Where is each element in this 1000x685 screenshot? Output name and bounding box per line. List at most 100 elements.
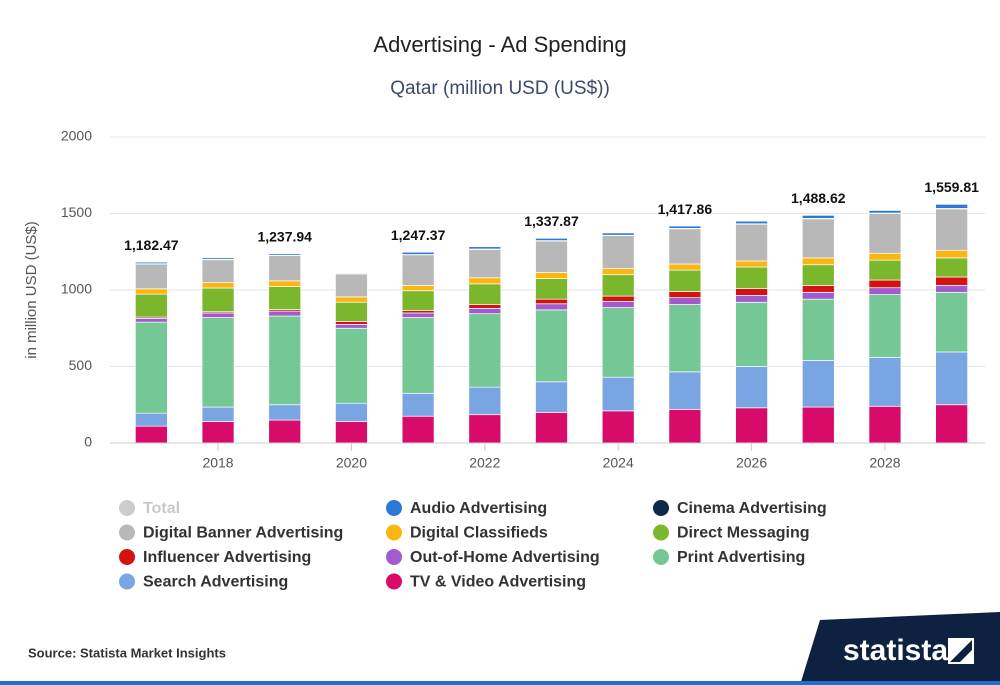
source: Source: Statista Market Insights <box>28 645 226 660</box>
bar-segment <box>401 290 435 312</box>
bar-segment <box>201 259 235 284</box>
bar-segment <box>668 304 702 373</box>
legend-label: Digital Banner Advertising <box>143 525 343 542</box>
legend-marker <box>119 500 135 516</box>
bar-segment <box>601 301 635 308</box>
bar-segment <box>601 232 635 236</box>
bar-segment <box>535 237 568 241</box>
bar-segment <box>868 210 902 214</box>
x-tick-label: 2024 <box>603 455 634 471</box>
bar-segment <box>735 366 768 409</box>
total-label: 1,182.47 <box>124 237 179 253</box>
bar-segment <box>601 235 635 269</box>
brand-logo: statista <box>843 634 948 667</box>
bar-segment <box>801 214 835 219</box>
bar-segment <box>668 371 702 410</box>
bar-segment <box>535 381 568 413</box>
bar-segment <box>401 317 435 394</box>
bar-segment <box>535 278 568 300</box>
bar-segment <box>468 414 502 444</box>
bar-segment <box>868 356 902 407</box>
legend-marker <box>653 524 669 541</box>
bar-segment <box>735 266 768 289</box>
bar-segment <box>268 419 302 444</box>
bar-segment <box>735 220 768 225</box>
y-tick-label: 2000 <box>61 128 92 144</box>
bar-segment <box>535 272 568 279</box>
bar-segment <box>535 412 568 444</box>
x-tick-label: 2020 <box>336 455 367 471</box>
bar-segment <box>468 308 502 315</box>
total-label: 1,417.86 <box>658 201 713 217</box>
bar-segment <box>201 421 235 444</box>
bar-segment <box>401 392 435 417</box>
legend-label: Influencer Advertising <box>143 549 311 566</box>
bar-segment <box>735 288 768 296</box>
total-label: 1,337.87 <box>524 213 579 229</box>
bar-segment <box>801 257 835 266</box>
legend-marker <box>119 549 135 565</box>
bar-segment <box>134 288 168 295</box>
bar-segment <box>735 260 768 268</box>
legend-label: Search Advertising <box>143 574 288 591</box>
bar-segment <box>335 324 368 329</box>
bar-segment <box>134 317 168 323</box>
bar-segment <box>468 246 502 250</box>
legend-label: TV & Video Advertising <box>410 574 586 591</box>
legend-label: Out-of-Home Advertising <box>410 549 600 566</box>
bar-segment <box>268 253 302 256</box>
bar-segment <box>801 264 835 286</box>
bar-segment <box>201 406 235 422</box>
bar-segment <box>468 304 502 309</box>
total-label: 1,237.94 <box>257 228 312 244</box>
bar-segment <box>401 285 435 292</box>
x-tick-label: 2018 <box>202 455 233 471</box>
bar-segment <box>335 402 368 422</box>
bar-segment <box>868 405 902 444</box>
bar-segment <box>801 360 835 408</box>
legend-label: Audio Advertising <box>410 500 547 517</box>
bar-segment <box>868 287 902 295</box>
legend-marker <box>653 500 669 516</box>
bar-segment <box>468 386 502 416</box>
bar-segment <box>735 223 768 262</box>
bar-segment <box>134 293 168 318</box>
legend-marker <box>653 549 669 565</box>
bar-segment <box>468 277 502 285</box>
legend-marker <box>386 573 402 590</box>
y-tick-label: 0 <box>84 434 92 450</box>
bar-segment <box>801 298 835 361</box>
bar-segment <box>935 291 969 353</box>
bar-segment <box>268 315 302 406</box>
bar-segment <box>535 309 568 383</box>
bar-segment <box>668 228 702 265</box>
bar-segment <box>134 425 168 444</box>
bar-segment <box>134 321 168 414</box>
bar-segment <box>335 327 368 404</box>
bar-segment <box>201 312 235 318</box>
bar-segment <box>268 286 302 310</box>
x-tick-label: 2026 <box>736 455 767 471</box>
bar-segment <box>535 303 568 311</box>
legend-label: Print Advertising <box>677 549 805 566</box>
bar-segment <box>668 263 702 271</box>
bar-segment <box>401 254 435 286</box>
bar-segment <box>668 225 702 229</box>
bar-segment <box>735 301 768 367</box>
bar-segment <box>601 274 635 297</box>
x-tick-label: 2028 <box>869 455 900 471</box>
bar-segment <box>801 285 835 293</box>
bar-segment <box>601 410 635 444</box>
total-label: 1,559.81 <box>924 179 979 195</box>
bar-segment <box>335 301 368 322</box>
logo-background <box>800 612 1000 685</box>
bar-segment <box>668 408 702 444</box>
bar-segment <box>134 263 168 290</box>
bar-segment <box>668 269 702 292</box>
bar-segment <box>668 291 702 298</box>
bar-segment <box>801 218 835 259</box>
bar-segment <box>601 376 635 412</box>
bar-segment <box>935 404 969 444</box>
bottom-bar <box>0 681 1000 685</box>
